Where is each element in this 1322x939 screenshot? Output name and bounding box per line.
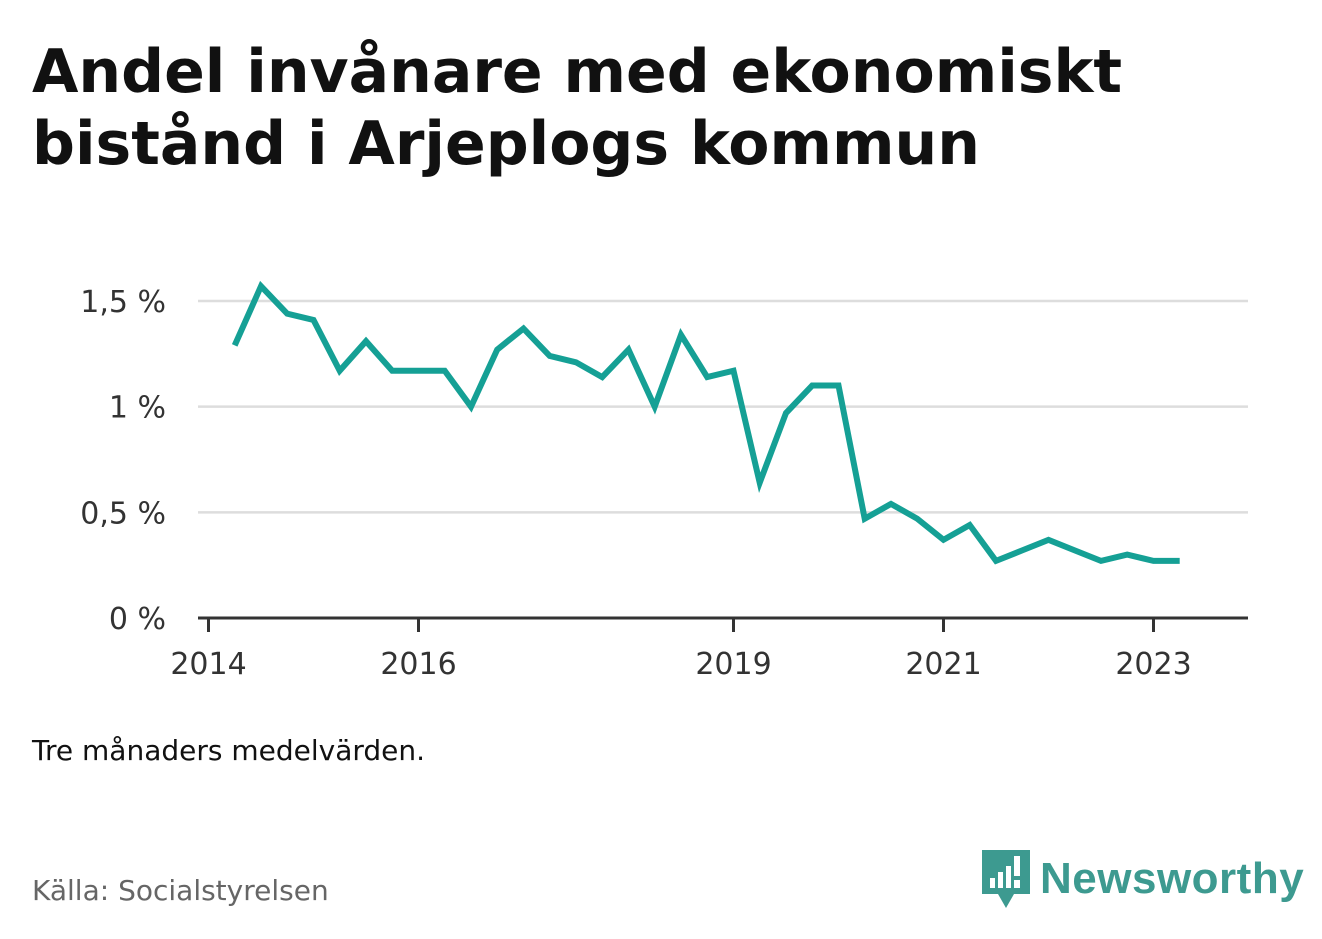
axes: 0 % 0,5 % 1 % 1,5 % 2014 2016 2019 2021 2023 (80, 285, 1248, 682)
y-tick-label: 1,5 % (80, 285, 166, 320)
series-layer (231, 280, 1180, 565)
series-line (231, 280, 1180, 565)
chart-title: Andel invånare med ekonomiskt bistånd i … (32, 37, 1123, 179)
x-tick-label: 2023 (1115, 647, 1191, 682)
x-tick-label: 2014 (170, 647, 246, 682)
gridlines (198, 299, 1248, 514)
y-tick-label: 1 % (109, 391, 166, 426)
x-tick-label: 2019 (695, 647, 771, 682)
brand-name: Newsworthy (1040, 854, 1305, 903)
chart-note: Tre månaders medelvärden. (32, 734, 426, 767)
x-tick-label: 2021 (905, 647, 981, 682)
newsworthy-logo-icon (982, 850, 1030, 908)
y-tick-label: 0 % (109, 602, 166, 637)
brand-logo: Newsworthy (980, 848, 1304, 910)
y-tick-label: 0,5 % (80, 496, 166, 531)
x-tick-label: 2016 (380, 647, 456, 682)
source-label: Källa: Socialstyrelsen (32, 874, 329, 907)
